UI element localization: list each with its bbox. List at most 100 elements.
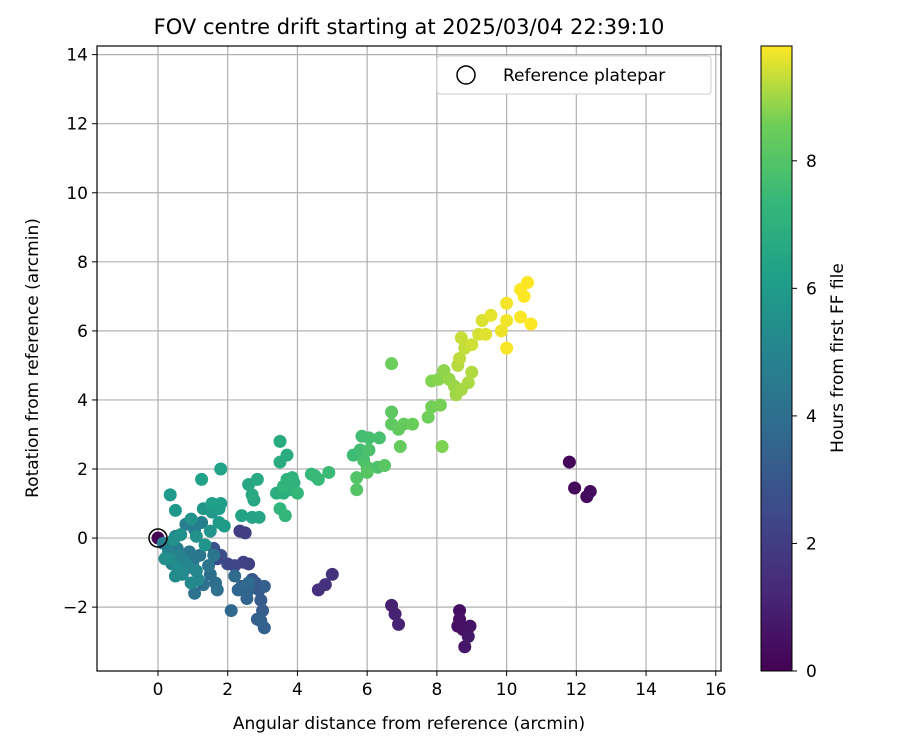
- scatter-point: [217, 519, 231, 533]
- colorbar-label: Hours from first FF file: [828, 263, 848, 453]
- scatter-point: [458, 640, 472, 654]
- x-tick-label: 10: [496, 680, 518, 700]
- scatter-point: [360, 465, 374, 479]
- scatter-point: [257, 579, 271, 593]
- scatter-point: [214, 462, 228, 476]
- scatter-point: [484, 308, 498, 322]
- scatter-point: [514, 282, 528, 296]
- y-tick-label: 6: [77, 322, 88, 342]
- legend-box: [436, 55, 712, 95]
- scatter-point: [350, 483, 364, 497]
- x-tick-label: 14: [635, 680, 657, 700]
- scatter-point: [433, 398, 447, 412]
- scatter-point: [242, 576, 256, 590]
- scatter-point: [453, 352, 467, 365]
- y-tick-label: −2: [63, 598, 88, 618]
- scatter-point: [254, 593, 268, 607]
- scatter-point: [240, 591, 254, 605]
- scatter-point: [479, 327, 493, 341]
- scatter-point: [290, 486, 304, 500]
- scatter-point: [350, 471, 364, 485]
- y-axis-ticks: −2 0 2 4 6 8 10 12 14: [63, 46, 97, 618]
- scatter-point: [421, 410, 435, 424]
- scatter-point: [453, 612, 467, 626]
- scatter-point: [254, 614, 268, 628]
- scatter-point: [195, 472, 209, 486]
- scatter-point: [210, 583, 224, 597]
- y-tick-label: 14: [66, 46, 88, 66]
- scatter-point: [235, 509, 249, 523]
- scatter-point: [245, 488, 259, 502]
- scatter-point: [362, 443, 376, 457]
- scatter-point: [224, 604, 238, 618]
- scatter-point: [207, 548, 221, 562]
- scatter-point: [238, 526, 252, 540]
- scatter-point: [280, 448, 294, 462]
- scatter-point: [454, 331, 468, 345]
- scatter-point: [385, 357, 399, 371]
- scatter-point: [500, 296, 514, 310]
- y-tick-label: 2: [77, 460, 88, 480]
- y-tick-label: 4: [77, 391, 88, 411]
- scatter-point: [158, 552, 172, 566]
- scatter-point: [388, 607, 402, 621]
- scatter-point: [188, 586, 202, 600]
- scatter-point: [231, 583, 245, 597]
- scatter-point: [378, 459, 392, 473]
- scatter-point: [524, 317, 538, 331]
- scatter-point: [500, 314, 514, 328]
- scatter-point: [325, 567, 339, 581]
- scatter-point: [465, 365, 479, 379]
- scatter-point: [184, 512, 198, 526]
- scatter-point: [393, 440, 407, 454]
- scatter-point: [221, 557, 235, 571]
- scatter-point: [252, 510, 266, 524]
- y-tick-label: 10: [66, 184, 88, 204]
- scatter-point: [461, 629, 475, 643]
- scatter-point: [168, 503, 182, 517]
- colorbar-ticks: 0 2 4 6 8: [792, 152, 817, 682]
- legend-marker-reference: [456, 65, 476, 85]
- x-tick-label: 16: [705, 680, 727, 700]
- colorbar: 0 2 4 6 8 Hours from first FF file: [760, 45, 848, 682]
- scatter-point: [405, 417, 419, 431]
- y-tick-label: 12: [66, 115, 88, 135]
- scatter-point: [203, 524, 217, 538]
- scatter-point: [250, 472, 264, 486]
- scatter-point: [277, 479, 291, 493]
- plot-frame: [96, 45, 722, 672]
- data-points: [151, 276, 597, 654]
- scatter-point: [568, 481, 582, 495]
- scatter-point: [500, 341, 514, 355]
- scatter-point: [362, 431, 376, 445]
- colorbar-tick-label: 6: [806, 279, 817, 299]
- scatter-point: [198, 538, 212, 552]
- colorbar-tick-label: 2: [806, 534, 817, 554]
- scatter-point: [318, 578, 332, 592]
- scatter-point: [170, 560, 184, 574]
- colorbar-gradient: [760, 45, 793, 672]
- scatter-point: [273, 434, 287, 448]
- y-tick-label: 8: [77, 253, 88, 273]
- legend-label-reference: Reference platepar: [503, 66, 665, 86]
- x-axis-label: Angular distance from reference (arcmin): [233, 714, 585, 734]
- y-axis-label: Rotation from reference (arcmin): [23, 218, 43, 498]
- scatter-point: [583, 484, 597, 498]
- reference-marker-group: [148, 528, 168, 548]
- scatter-point: [184, 576, 198, 590]
- scatter-point: [278, 509, 292, 523]
- scatter-point: [189, 529, 203, 543]
- scatter-point: [514, 310, 528, 324]
- chart-title: FOV centre drift starting at 2025/03/04 …: [154, 15, 665, 39]
- scatter-point: [228, 569, 242, 583]
- scatter-point: [461, 376, 475, 390]
- reference-platepar-marker: [148, 528, 168, 548]
- x-tick-label: 6: [362, 680, 373, 700]
- scatter-point: [174, 528, 188, 542]
- x-tick-label: 8: [431, 680, 442, 700]
- scatter-point: [322, 465, 336, 479]
- scatter-point: [372, 431, 386, 445]
- x-tick-label: 12: [566, 680, 588, 700]
- scatter-point: [163, 488, 177, 502]
